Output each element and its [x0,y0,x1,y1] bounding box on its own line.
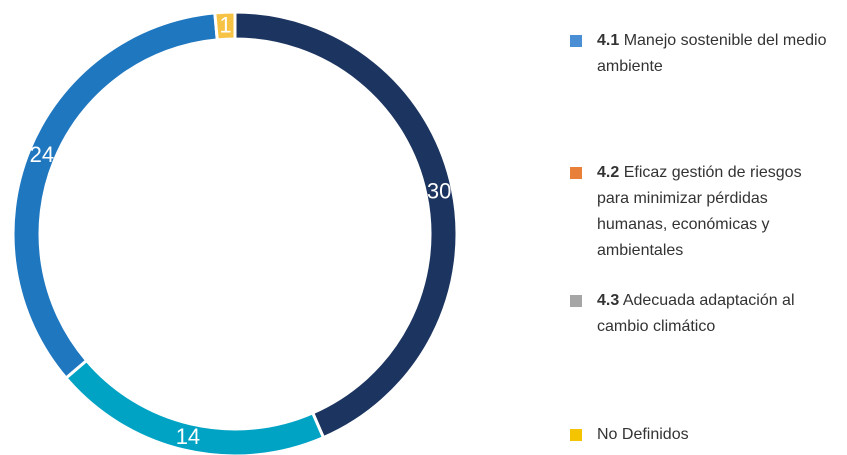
legend-label: Manejo sostenible del medio ambiente [597,32,827,75]
donut-slice [213,10,237,42]
legend-text: 4.2 Eficaz gestión de riesgos para minim… [597,160,830,264]
donut-slice [233,10,459,440]
legend-swatch [570,167,582,179]
data-label: 14 [176,424,200,449]
legend-swatch [570,429,582,441]
data-label: 1 [219,13,231,38]
legend-code: 4.1 [597,32,620,49]
data-label: 30 [427,178,451,203]
legend-item: 4.2 Eficaz gestión de riesgos para minim… [570,160,830,264]
data-label: 24 [30,142,54,167]
legend-item: No Definidos [570,422,830,448]
legend-label: Adecuada adaptación al cambio climático [597,292,795,335]
legend-code: 4.3 [597,292,620,309]
legend-text: 4.1 Manejo sostenible del medio ambiente [597,28,830,80]
chart: 30 14 24 1 [11,10,459,455]
legend-label: Eficaz gestión de riesgos para minimizar… [597,164,802,259]
legend-swatch [570,35,582,47]
legend-text: 4.3 Adecuada adaptación al cambio climát… [597,288,830,340]
legend-text: No Definidos [597,422,830,448]
legend-item: 4.3 Adecuada adaptación al cambio climát… [570,288,830,340]
legend-item: 4.1 Manejo sostenible del medio ambiente [570,28,830,80]
legend-code: 4.2 [597,164,620,181]
donut-slice [11,11,219,381]
legend-swatch [570,295,582,307]
legend-label: No Definidos [597,426,689,443]
